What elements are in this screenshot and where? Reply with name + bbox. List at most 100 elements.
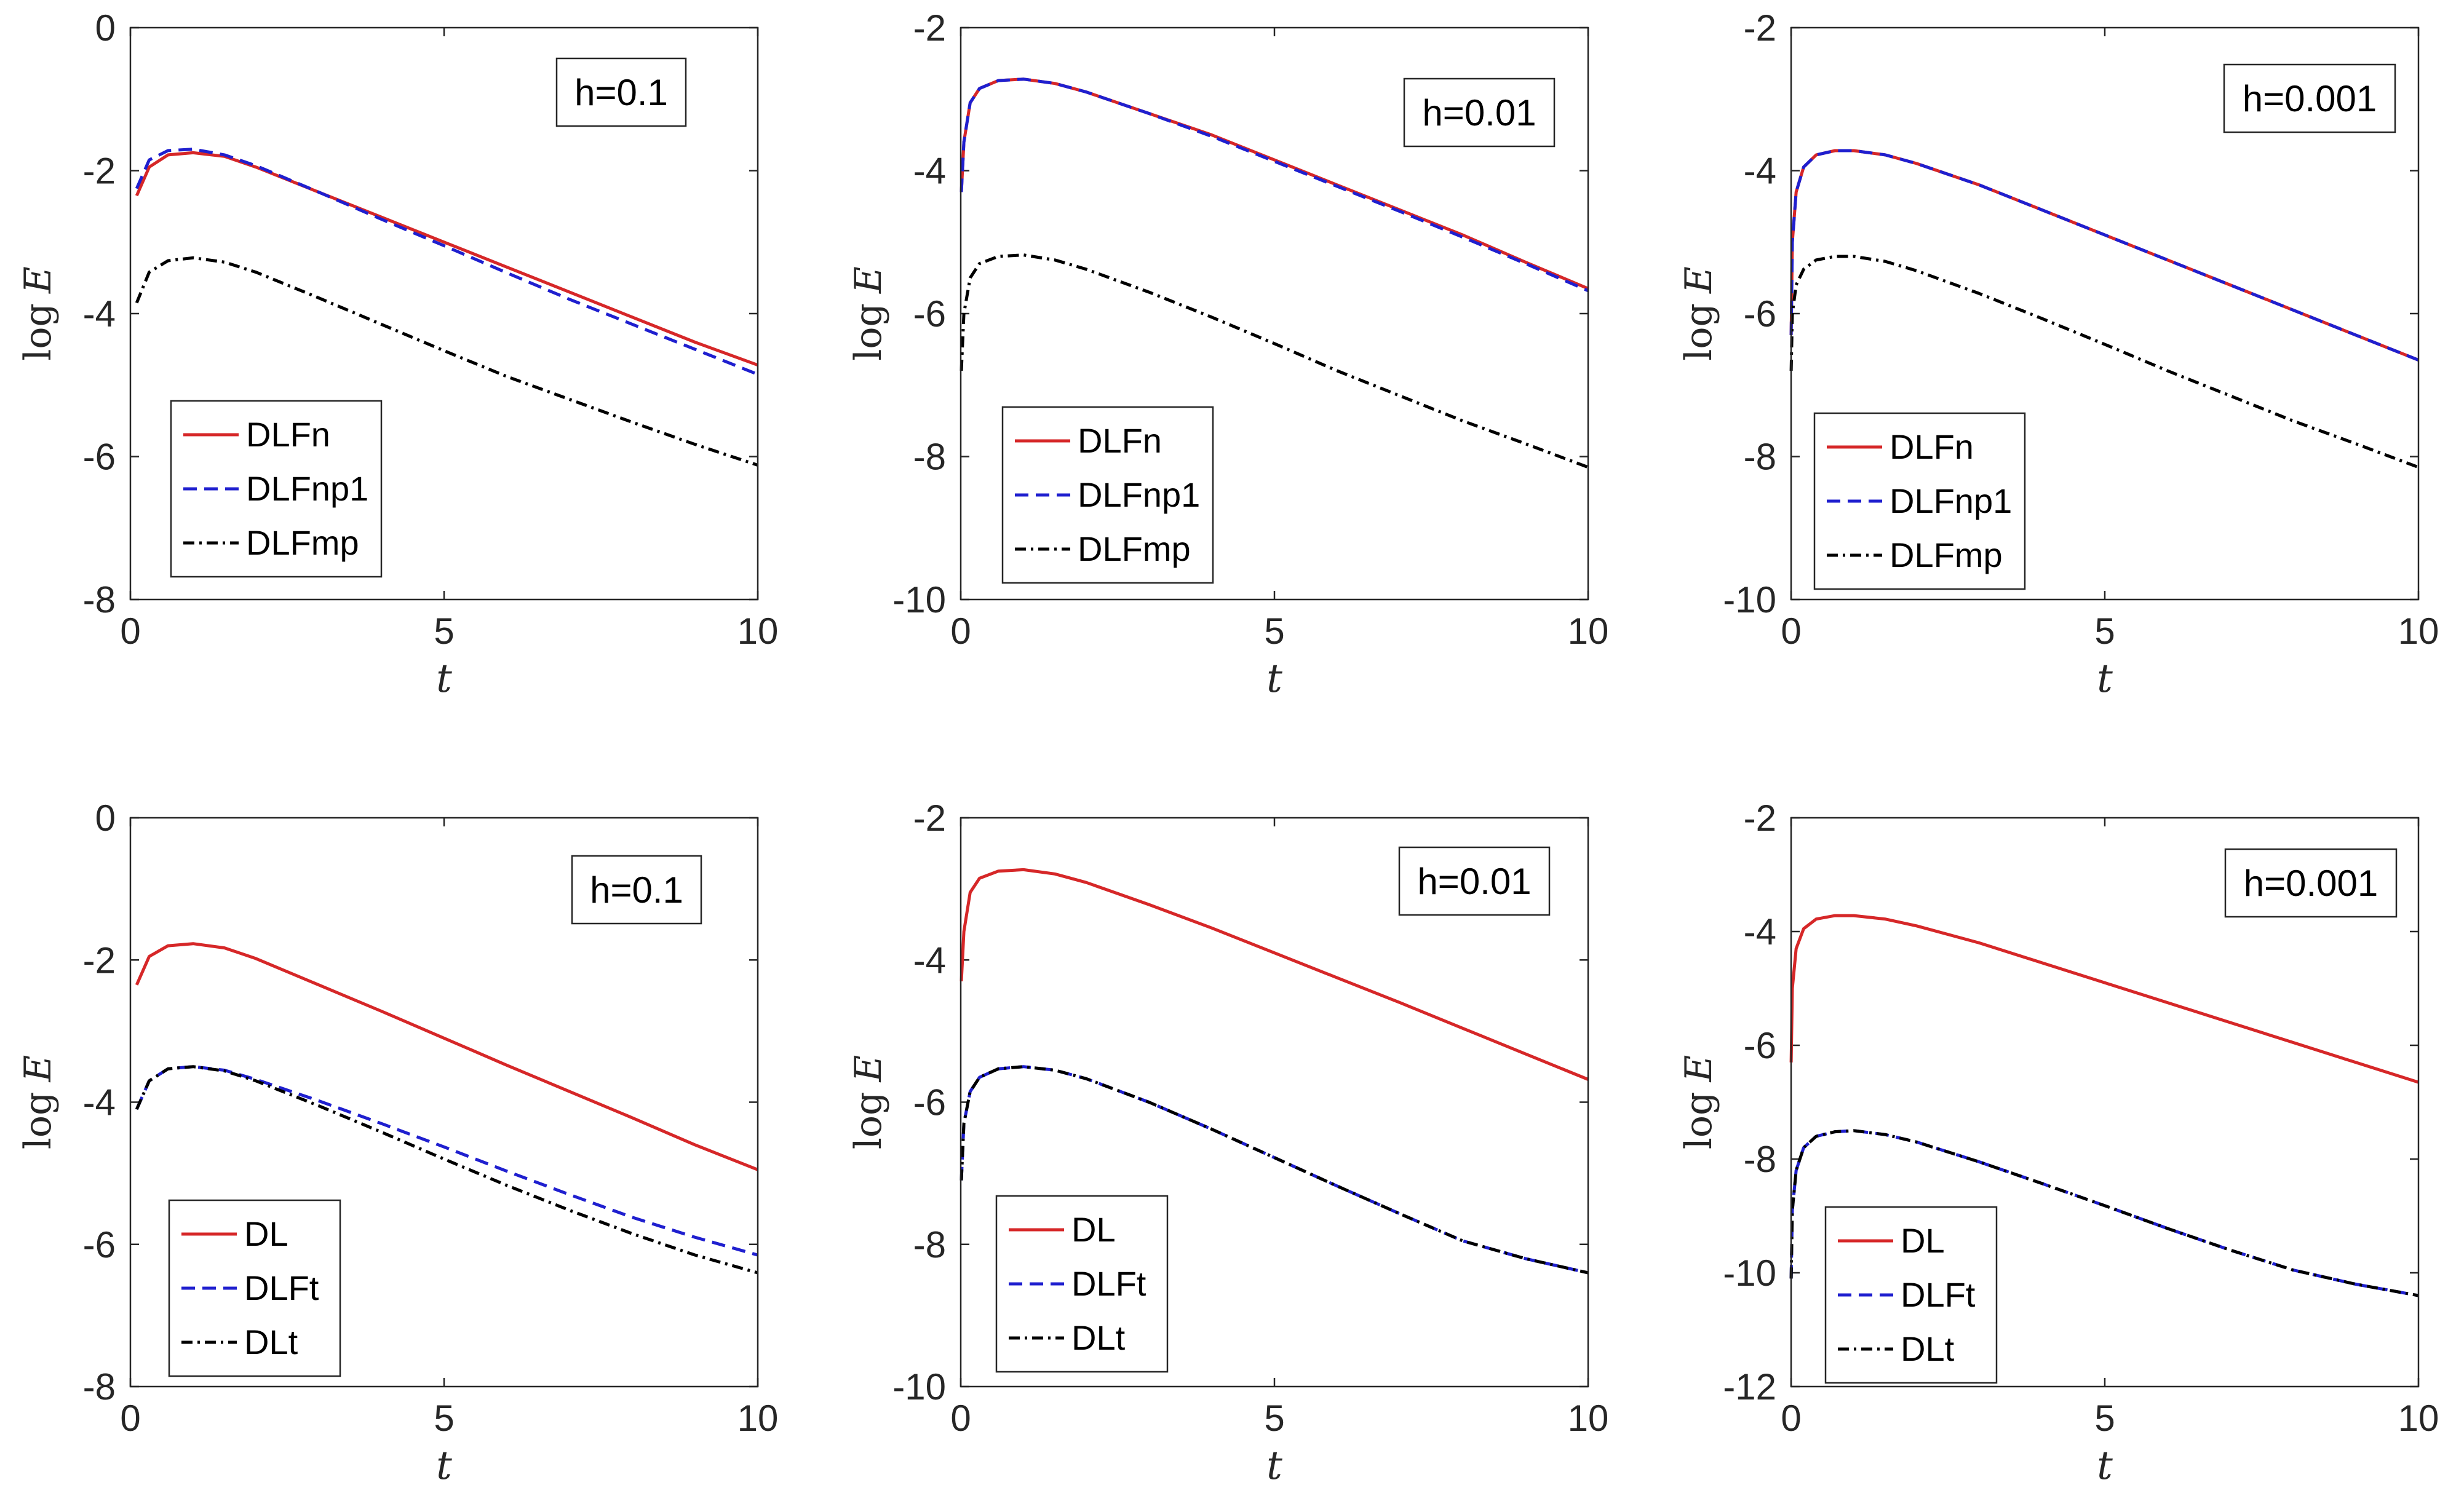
x-tick-label: 0 (1781, 1398, 1801, 1439)
series-line-DLFmp (135, 256, 758, 467)
y-axis-label: log E (847, 266, 890, 361)
x-tick-label: 0 (950, 611, 971, 652)
y-tick-label: 0 (95, 7, 116, 49)
legend: DLFn DLFnp1 DLFmp (1001, 406, 1214, 584)
annotation-text: h=0.1 (590, 869, 683, 911)
y-tick-label: -8 (83, 1366, 116, 1407)
y-axis-label-func: log (17, 1092, 60, 1150)
legend-box (995, 1195, 1169, 1373)
series-line-DLFt (135, 1065, 758, 1257)
annotation-box (1403, 77, 1556, 148)
y-axis-label-func: log (847, 303, 890, 361)
legend-label: DLFt (1901, 1275, 1976, 1314)
axes-frame (960, 817, 1589, 1388)
y-tick-label: -12 (1723, 1366, 1776, 1407)
y-tick-label: -8 (1744, 1139, 1776, 1180)
y-axis-label-var: E (847, 1055, 890, 1083)
chart-panel-4: 0 5 10 -8 -6 -4 -2 0 t log Eh=0.1 DL DLFt DLt (17, 798, 778, 1489)
series-line-DLFmp (1789, 255, 2419, 469)
y-tick-label: -2 (83, 151, 116, 192)
x-axis-label: t (1266, 656, 1282, 702)
annotation-text: h=0.01 (1422, 92, 1536, 133)
annotation-box (571, 855, 702, 925)
legend-label: DLFnp1 (1078, 475, 1200, 514)
x-tick-label: 10 (1568, 1398, 1609, 1439)
x-tick-label: 0 (950, 1398, 971, 1439)
legend-label: DLFn (246, 415, 330, 454)
annotation-box (2223, 63, 2396, 133)
annotation-text: h=0.001 (2243, 78, 2377, 119)
x-tick-label: 5 (434, 611, 454, 652)
y-tick-label: -10 (1723, 1253, 1776, 1294)
legend-label: DLFn (1078, 421, 1162, 460)
legend: DLFn DLFnp1 DLFmp (1813, 412, 2026, 590)
y-tick-label: -4 (913, 151, 946, 192)
legend-label: DLFt (244, 1269, 319, 1307)
annotation: h=0.01 (1403, 77, 1556, 148)
x-axis-label: t (436, 656, 452, 702)
y-axis-label-func: log (847, 1092, 890, 1150)
x-tick-label: 10 (2398, 611, 2439, 652)
annotation-box (2224, 848, 2398, 918)
annotation: h=0.1 (555, 57, 687, 127)
y-tick-label: -10 (892, 579, 946, 620)
x-axis-label: t (2097, 656, 2113, 702)
legend-box (168, 1199, 341, 1377)
x-tick-label: 5 (2094, 1398, 2115, 1439)
y-axis-label-var: E (17, 1055, 60, 1083)
legend: DLFn DLFnp1 DLFmp (170, 400, 383, 578)
y-tick-label: -4 (83, 293, 116, 334)
axes-frame (1790, 817, 2420, 1388)
y-axis-label-func: log (17, 303, 60, 361)
legend-label: DLFmp (1078, 529, 1191, 568)
y-axis-label-var: E (1677, 266, 1720, 294)
annotation: h=0.001 (2223, 63, 2396, 133)
y-tick-label: -8 (913, 437, 946, 478)
y-tick-label: -2 (913, 7, 946, 49)
y-tick-label: -2 (1744, 798, 1776, 839)
y-tick-label: 0 (95, 798, 116, 839)
y-axis-label: log E (1677, 1055, 1720, 1150)
legend-label: DLFnp1 (246, 469, 368, 508)
y-axis-label-var: E (1677, 1055, 1720, 1083)
series-line-DLt (960, 1065, 1589, 1275)
y-axis-label: log E (847, 1055, 890, 1150)
chart-panel-1: 0 5 10 -8 -6 -4 -2 0 t log Eh=0.1 DLFn DLFnp1 DLFmp (17, 7, 778, 702)
legend-label: DL (244, 1214, 288, 1253)
y-tick-label: -6 (1744, 1025, 1776, 1066)
x-axis-label: t (1266, 1443, 1282, 1489)
series-line-DL (1789, 914, 2419, 1084)
series-line-DLFn (1789, 149, 2419, 362)
annotation: h=0.1 (571, 855, 702, 925)
chart-panel-3: 0 5 10-10-8-6-4-2tlogEh=0.001DLFnDLFnp1DLF… (1677, 7, 2439, 702)
chart-panel-2: 0 5 10 -10 -8 -6 -4 -2 t log Eh=0.01 DLFn DLFnp1 DLFm… (847, 7, 1608, 702)
annotation-text: h=0.1 (574, 72, 668, 113)
series-line-DLFn (960, 77, 1589, 290)
legend-label: DLFnp1 (1890, 481, 2012, 520)
y-axis-label-func: log (1677, 303, 1720, 361)
y-tick-label: -8 (913, 1224, 946, 1265)
x-tick-label: 5 (1264, 1398, 1284, 1439)
annotation-box (1398, 846, 1551, 916)
y-tick-label: -6 (83, 437, 116, 478)
y-tick-label: -4 (83, 1082, 116, 1123)
x-tick-label: 0 (1781, 611, 1801, 652)
x-tick-label: 0 (120, 1398, 140, 1439)
series-line-DL (135, 942, 758, 1171)
series-line-DLFmp (960, 253, 1589, 469)
x-tick-label: 10 (1568, 611, 1609, 652)
y-axis-label-var: E (17, 266, 60, 294)
legend-label: DLFmp (1890, 536, 2003, 574)
y-tick-label: -2 (1744, 7, 1776, 49)
legend-label: DLFt (1071, 1264, 1147, 1303)
y-tick-label: -8 (83, 579, 116, 620)
legend-label: DLt (244, 1323, 298, 1361)
legend: DL DLFt DLt (995, 1195, 1169, 1373)
y-tick-label: -2 (913, 798, 946, 839)
annotation: h=0.001 (2224, 848, 2398, 918)
chart-panel-6: 0 5 10 -12 -10 -8 -6 -4 -2 t log Eh=0.001 DL DLFt DLt (1677, 798, 2439, 1489)
y-tick-label: -4 (1744, 911, 1776, 952)
y-tick-label: -8 (1744, 437, 1776, 478)
y-axis-label: log E (1677, 266, 1720, 361)
x-axis-label: t (436, 1443, 452, 1489)
